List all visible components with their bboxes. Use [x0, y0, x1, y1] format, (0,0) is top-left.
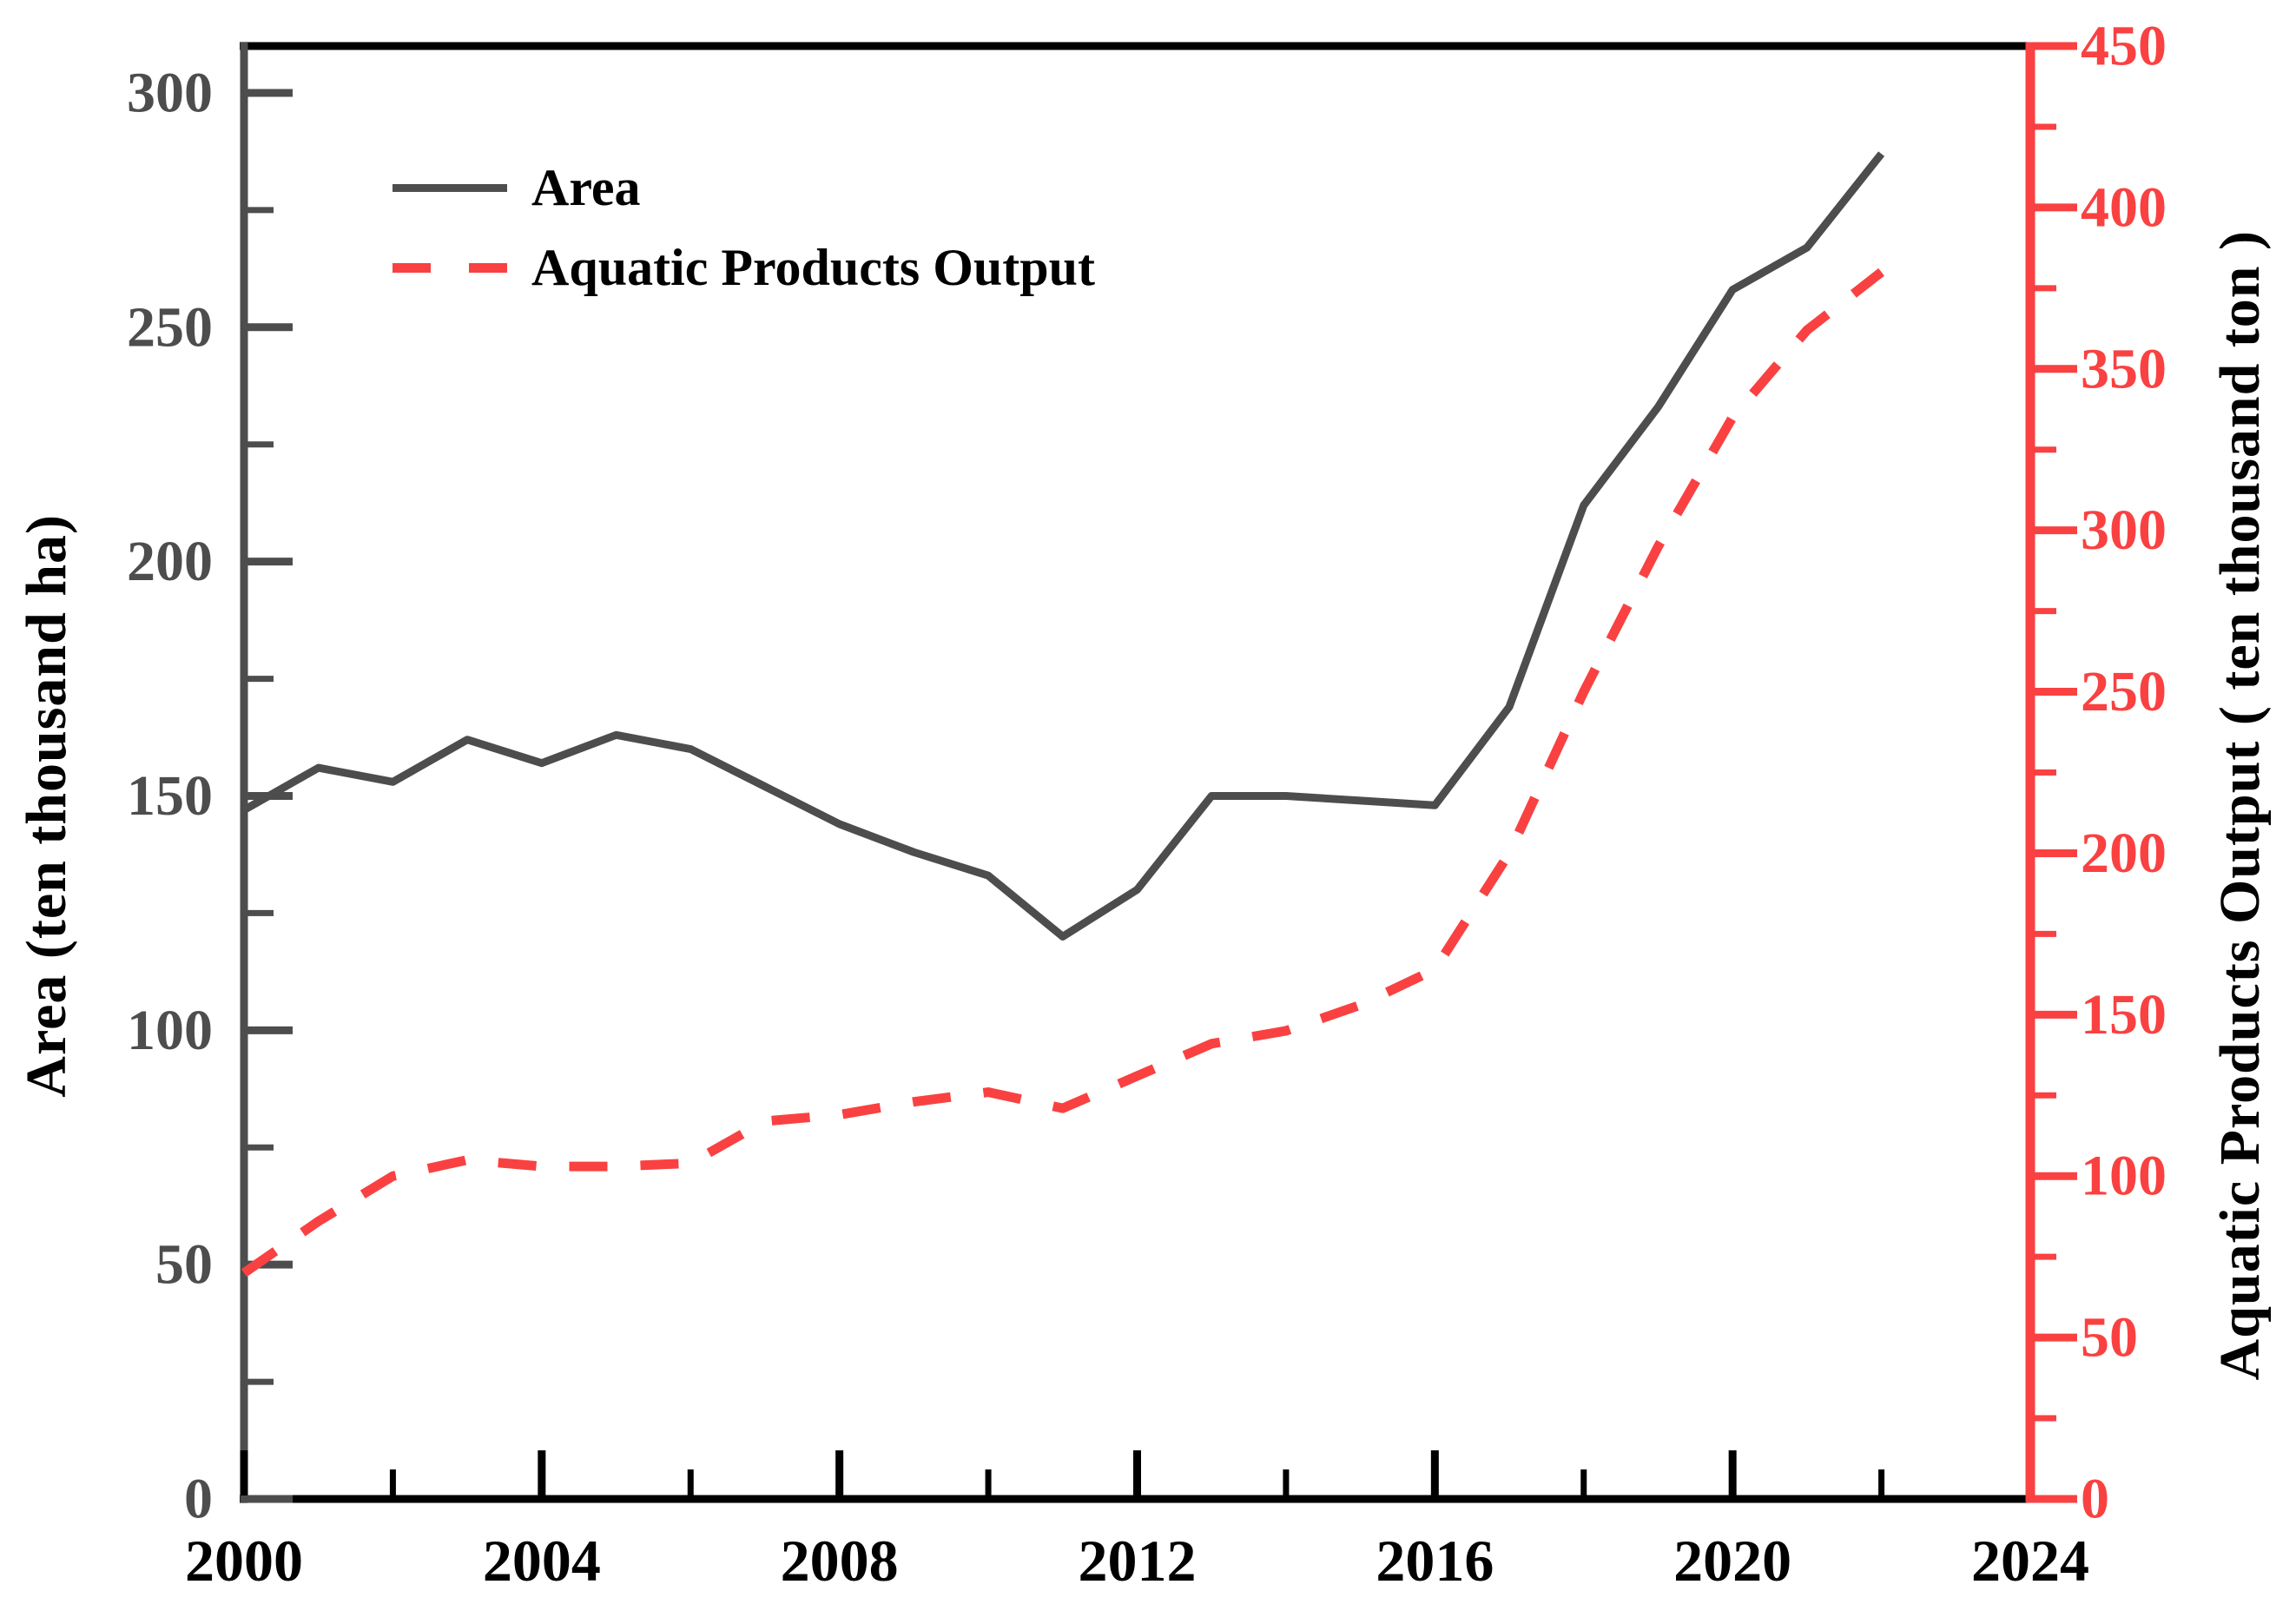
area-line-swatch [393, 183, 507, 192]
left-axis-tick-label: 200 [127, 530, 213, 593]
output-line-swatch [393, 262, 507, 273]
x-axis-tick-label: 2016 [1376, 1528, 1494, 1594]
left-axis-tick-label: 300 [127, 61, 213, 124]
legend-item-output: Aquatic Products Output [393, 228, 1095, 307]
legend: Area Aquatic Products Output [393, 148, 1095, 307]
right-axis-tick-label: 250 [2081, 660, 2167, 723]
x-axis-tick-label: 2004 [483, 1528, 601, 1594]
x-axis-tick-label: 2024 [1971, 1528, 2089, 1594]
legend-item-area: Area [393, 148, 1095, 228]
right-axis-tick-label: 200 [2081, 822, 2167, 885]
area-series-line [241, 151, 1885, 941]
legend-label-area: Area [531, 158, 641, 216]
right-axis-tick-label: 50 [2081, 1306, 2138, 1370]
right-axis-tick-label: 350 [2081, 337, 2167, 400]
right-axis-tick-label: 150 [2081, 983, 2167, 1046]
x-axis-tick-label: 2008 [781, 1528, 899, 1594]
right-axis-tick-label: 100 [2081, 1145, 2167, 1208]
right-axis-tick-label: 0 [2081, 1468, 2109, 1531]
right-axis-tick-label: 400 [2081, 175, 2167, 239]
legend-label-output: Aquatic Products Output [531, 238, 1095, 296]
left-axis-tick-label: 0 [184, 1468, 213, 1531]
x-axis-tick-label: 2012 [1079, 1528, 1197, 1594]
x-axis-tick-label: 2020 [1673, 1528, 1791, 1594]
x-axis-tick-label: 2000 [185, 1528, 303, 1594]
output-series-line [241, 267, 1884, 1278]
left-axis-tick-label: 250 [127, 295, 213, 359]
left-axis-tick-label: 100 [127, 999, 213, 1062]
left-axis-tick-label: 50 [155, 1233, 213, 1297]
right-axis-tick-label: 450 [2081, 15, 2167, 78]
right-axis-tick-label: 300 [2081, 498, 2167, 562]
left-axis-tick-label: 150 [127, 764, 213, 828]
